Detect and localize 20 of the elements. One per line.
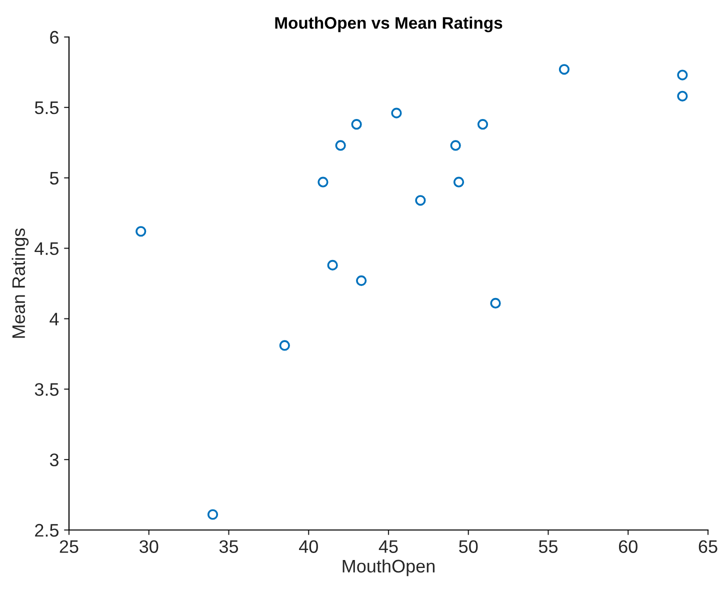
- y-tick-label: 3.5: [34, 383, 59, 396]
- chart-title: MouthOpen vs Mean Ratings: [275, 16, 502, 32]
- y-tick-label: 5: [50, 172, 59, 185]
- x-tick-label: 60: [619, 540, 638, 553]
- y-tick-label: 4.5: [34, 242, 59, 256]
- y-tick-label: 6: [50, 30, 58, 44]
- x-tick-label: 55: [538, 540, 558, 553]
- x-axis-title: MouthOpen: [342, 559, 435, 576]
- x-tick-label: 35: [219, 540, 238, 553]
- x-tick-label: 40: [299, 540, 318, 553]
- y-tick-label: 2.5: [35, 524, 59, 537]
- x-tick-label: 30: [140, 540, 158, 553]
- y-tick-label: 4: [50, 312, 59, 326]
- x-tick-label: 25: [60, 540, 78, 553]
- x-tick-label: 65: [698, 540, 718, 553]
- x-tick-label: 50: [459, 540, 478, 553]
- y-axis-title: Mean Ratings: [12, 228, 29, 338]
- y-tick-label: 3: [50, 454, 58, 466]
- y-tick-label: 5.5: [34, 102, 59, 114]
- x-tick-label: 45: [378, 540, 398, 553]
